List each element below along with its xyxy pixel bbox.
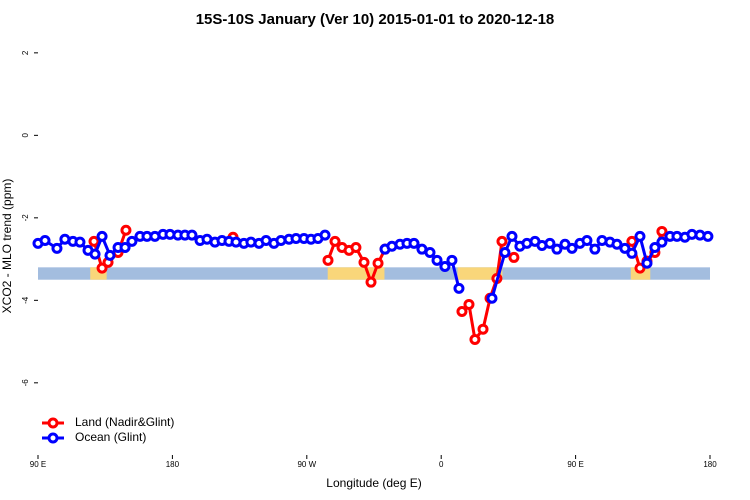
legend-label: Land (Nadir&Glint) bbox=[75, 415, 174, 429]
point bbox=[656, 225, 668, 237]
point bbox=[456, 305, 468, 317]
point bbox=[104, 249, 116, 261]
y-axis-label: XCO2 - MLO trend (ppm) bbox=[0, 179, 14, 314]
y-tick-label: -6 bbox=[21, 379, 30, 387]
point bbox=[431, 254, 443, 266]
point bbox=[446, 254, 458, 266]
x-tick-label: 0 bbox=[439, 460, 444, 469]
point bbox=[469, 334, 481, 346]
point bbox=[506, 230, 518, 242]
point bbox=[551, 243, 563, 255]
point bbox=[408, 237, 420, 249]
x-tick-label: 90 W bbox=[297, 460, 316, 469]
point bbox=[611, 238, 623, 250]
point bbox=[329, 235, 341, 247]
point bbox=[88, 235, 100, 247]
point bbox=[634, 230, 646, 242]
point bbox=[126, 235, 138, 247]
point bbox=[319, 229, 331, 241]
land-band bbox=[457, 267, 503, 280]
point bbox=[74, 236, 86, 248]
point bbox=[544, 237, 556, 249]
point bbox=[589, 243, 601, 255]
point bbox=[477, 323, 489, 335]
point bbox=[350, 242, 362, 254]
point bbox=[496, 235, 508, 247]
point bbox=[186, 229, 198, 241]
point bbox=[439, 261, 451, 273]
x-tick-label: 90 E bbox=[567, 460, 583, 469]
point bbox=[463, 298, 475, 310]
point bbox=[39, 235, 51, 247]
point bbox=[89, 248, 101, 260]
legend-marker bbox=[47, 417, 59, 429]
y-tick-label: -2 bbox=[21, 214, 30, 222]
point bbox=[566, 242, 578, 254]
point bbox=[702, 230, 714, 242]
x-tick-label: 180 bbox=[166, 460, 180, 469]
point bbox=[365, 276, 377, 288]
point bbox=[656, 236, 668, 248]
point bbox=[641, 257, 653, 269]
point bbox=[626, 235, 638, 247]
point bbox=[649, 242, 661, 254]
point bbox=[619, 242, 631, 254]
point bbox=[372, 257, 384, 269]
point bbox=[486, 292, 498, 304]
y-tick-label: 0 bbox=[21, 133, 30, 138]
x-tick-label: 180 bbox=[703, 460, 717, 469]
point bbox=[581, 235, 593, 247]
y-tick-label: 2 bbox=[21, 50, 30, 55]
point bbox=[358, 256, 370, 268]
point bbox=[453, 282, 465, 294]
point bbox=[634, 262, 646, 274]
point bbox=[119, 242, 131, 254]
point bbox=[120, 224, 132, 236]
point bbox=[499, 246, 511, 258]
point bbox=[508, 251, 520, 263]
chart-title: 15S-10S January (Ver 10) 2015-01-01 to 2… bbox=[196, 11, 555, 28]
point bbox=[424, 246, 436, 258]
point bbox=[626, 247, 638, 259]
point bbox=[51, 242, 63, 254]
legend-marker bbox=[47, 432, 59, 444]
y-tick-label: -4 bbox=[21, 296, 30, 304]
x-tick-label: 90 E bbox=[30, 460, 46, 469]
point bbox=[322, 254, 334, 266]
point bbox=[96, 230, 108, 242]
x-axis-label: Longitude (deg E) bbox=[326, 476, 421, 490]
legend-label: Ocean (Glint) bbox=[75, 430, 146, 444]
